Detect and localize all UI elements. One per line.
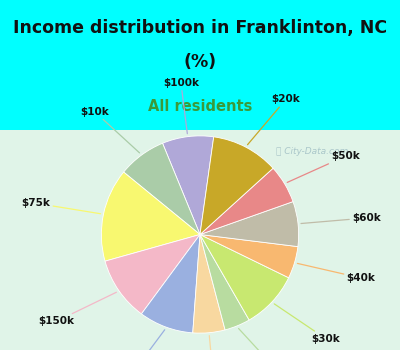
Text: $150k: $150k	[38, 292, 116, 327]
Wedge shape	[200, 137, 273, 234]
Wedge shape	[200, 234, 289, 320]
Text: $10k: $10k	[80, 107, 140, 153]
Text: $100k: $100k	[163, 78, 199, 134]
Wedge shape	[162, 136, 214, 235]
Wedge shape	[200, 202, 299, 247]
Wedge shape	[142, 234, 200, 333]
Text: $75k: $75k	[22, 198, 100, 214]
Text: Income distribution in Franklinton, NC: Income distribution in Franklinton, NC	[13, 20, 387, 37]
Text: All residents: All residents	[148, 99, 252, 114]
Wedge shape	[124, 143, 200, 234]
Text: $60k: $60k	[301, 213, 381, 224]
Wedge shape	[200, 234, 298, 278]
Wedge shape	[105, 234, 200, 314]
Text: $125k: $125k	[111, 330, 165, 350]
Text: $40k: $40k	[297, 264, 376, 283]
Text: ⓘ City-Data.com: ⓘ City-Data.com	[276, 147, 348, 156]
Wedge shape	[200, 168, 293, 234]
Text: > $200k: > $200k	[238, 329, 306, 350]
Text: $50k: $50k	[287, 151, 360, 182]
Text: $30k: $30k	[274, 304, 340, 344]
Wedge shape	[200, 234, 249, 330]
Text: $20k: $20k	[248, 94, 300, 145]
Text: $200k: $200k	[196, 336, 232, 350]
Wedge shape	[193, 234, 225, 333]
Text: (%): (%)	[184, 53, 216, 71]
Wedge shape	[101, 172, 200, 261]
